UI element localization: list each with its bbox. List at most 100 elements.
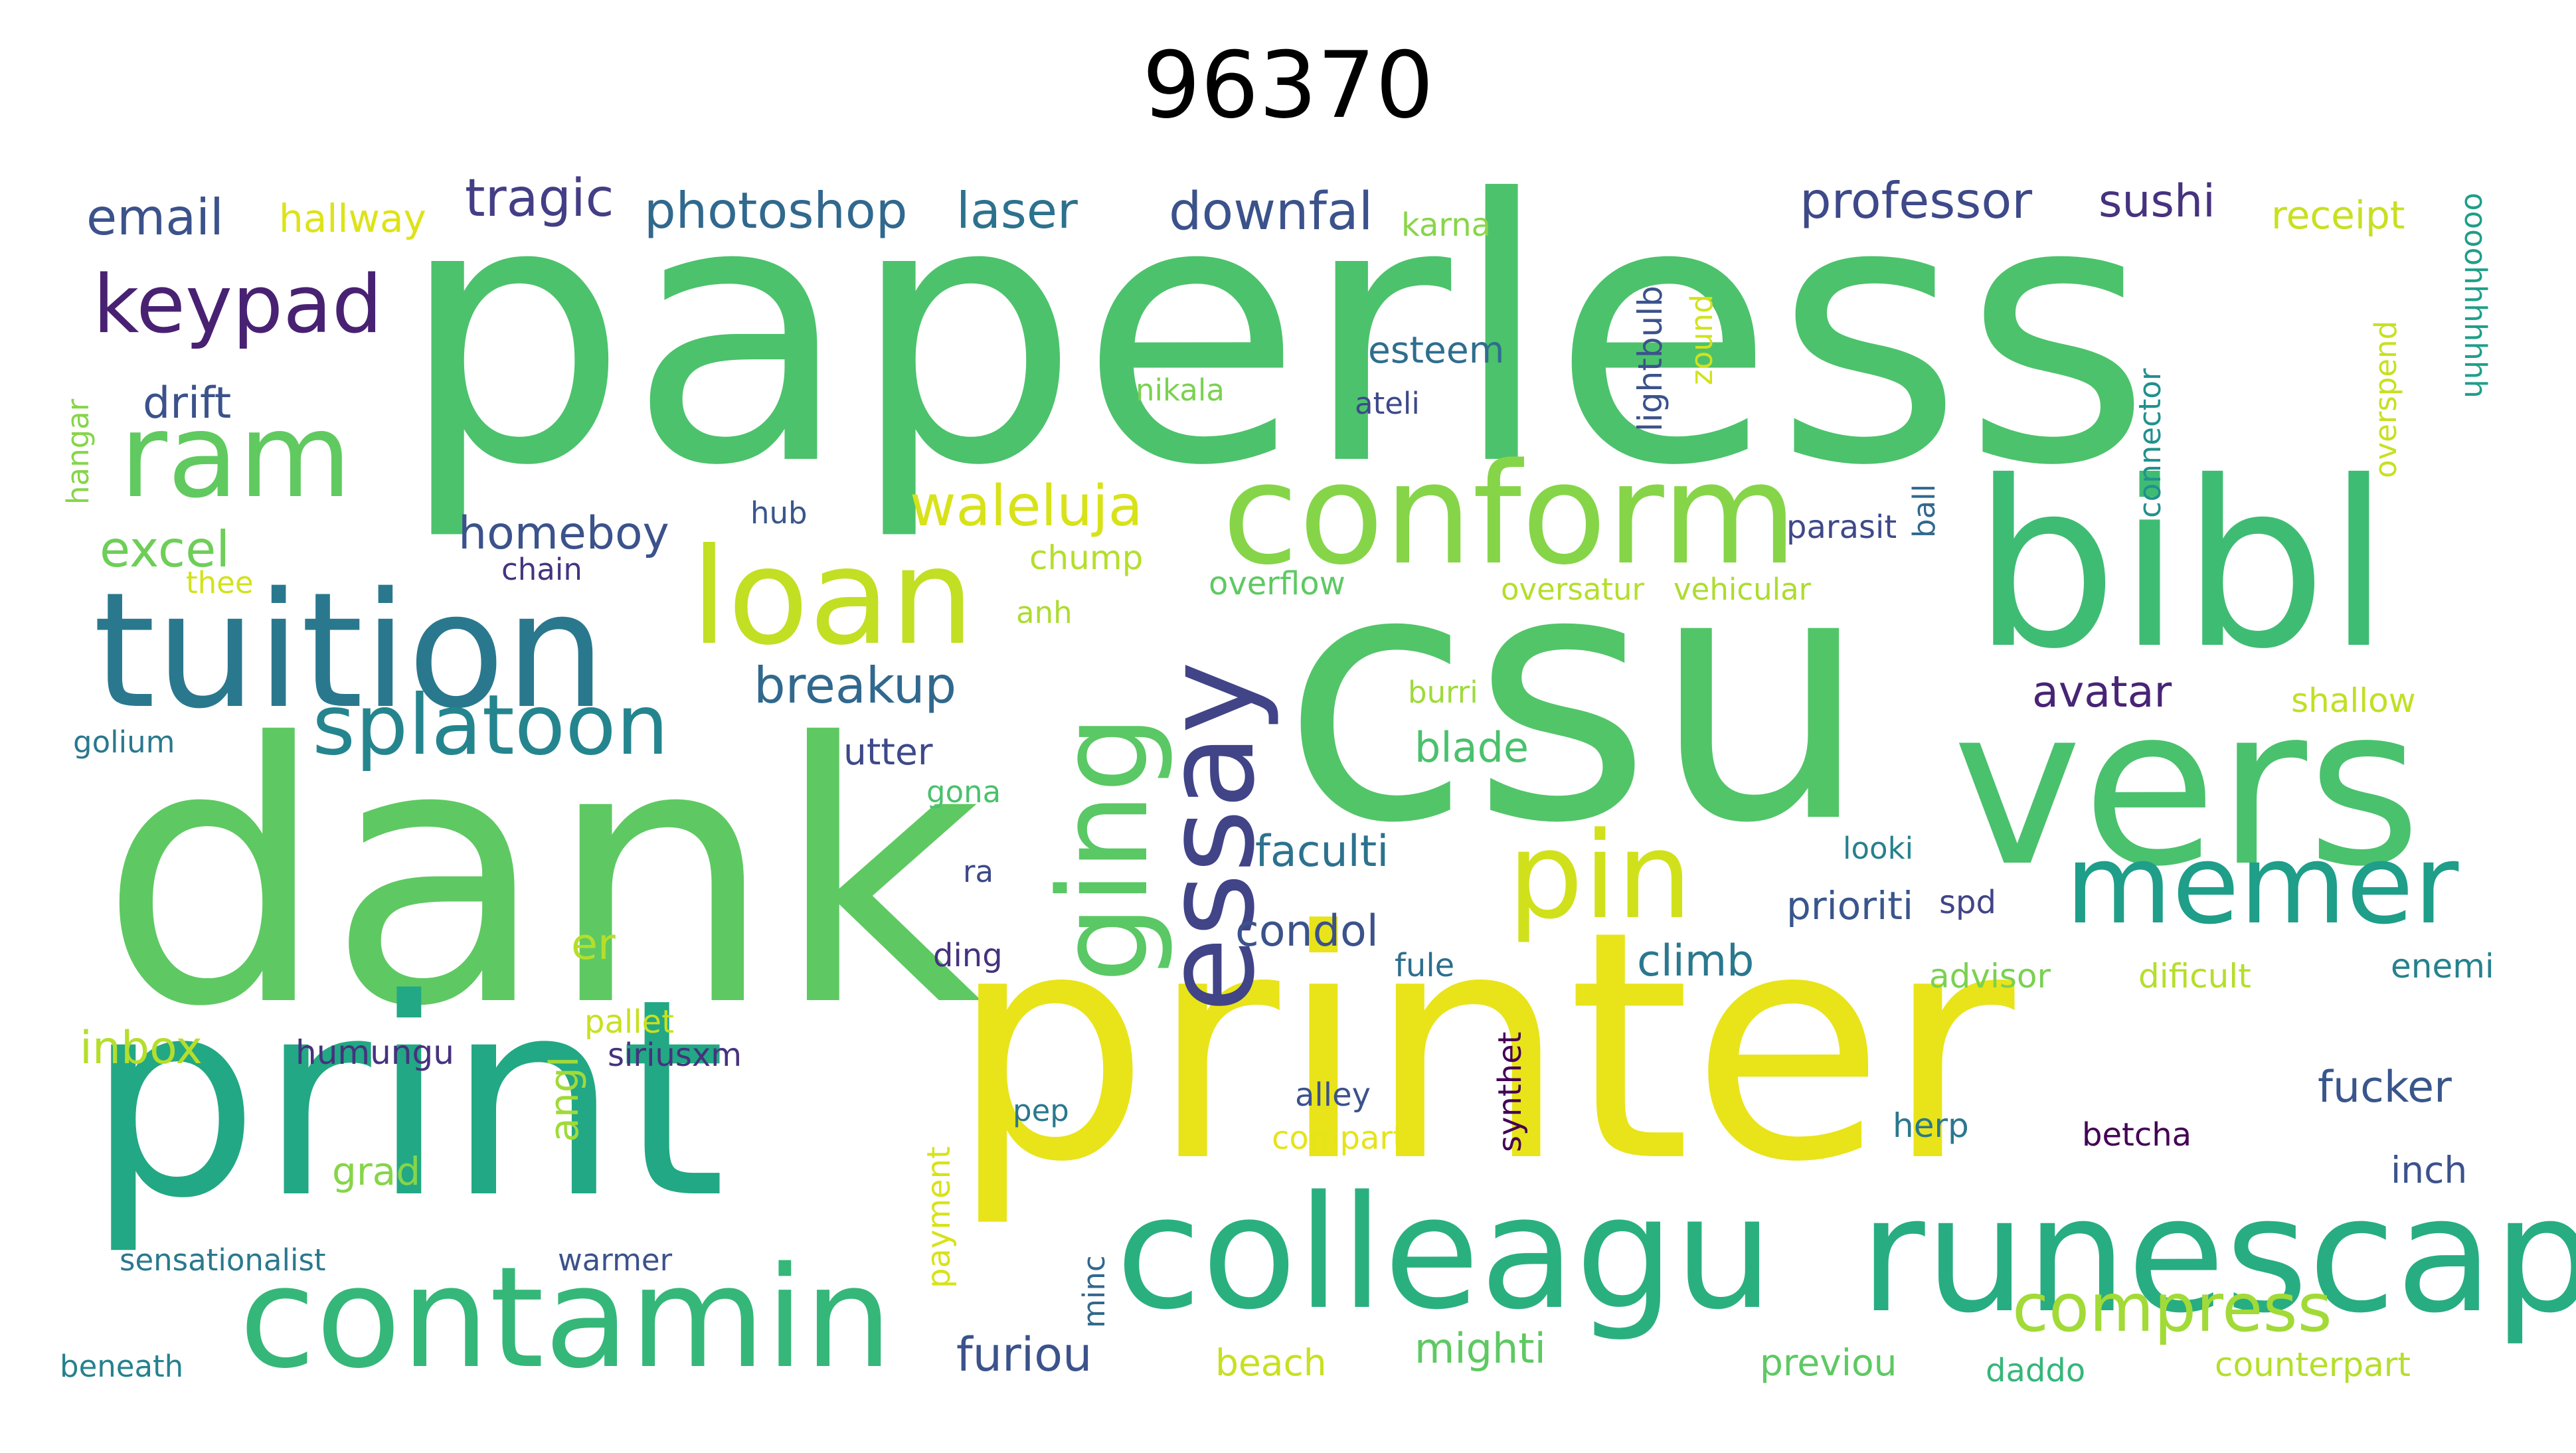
word-print: print xyxy=(86,940,727,1258)
word-betcha: betcha xyxy=(2082,1116,2192,1154)
word-hangar: hangar xyxy=(60,398,96,505)
word-ateli: ateli xyxy=(1355,386,1420,421)
word-laser: laser xyxy=(956,181,1078,240)
word-fucker: fucker xyxy=(2318,1063,2452,1112)
word-mighti: mighti xyxy=(1415,1324,1546,1373)
word-zound: zound xyxy=(1684,294,1719,385)
word-prioriti: prioriti xyxy=(1786,883,1914,928)
word-previou: previou xyxy=(1760,1341,1897,1384)
word-anh: anh xyxy=(1016,595,1073,630)
word-beach: beach xyxy=(1215,1341,1327,1384)
word-waleluja: waleluja xyxy=(910,473,1143,539)
word-ging: ging xyxy=(1032,715,1175,983)
word-homeboy: homeboy xyxy=(458,507,669,560)
word-compress: compress xyxy=(2012,1269,2332,1347)
word-inch: inch xyxy=(2391,1149,2468,1191)
word-compart: compart xyxy=(1272,1120,1405,1157)
word-pep: pep xyxy=(1013,1093,1069,1128)
word-alley: alley xyxy=(1295,1076,1371,1114)
word-csu: csu xyxy=(1282,496,1871,898)
word-utter: utter xyxy=(843,730,933,773)
word-inbox: inbox xyxy=(80,1022,203,1074)
word-advisor: advisor xyxy=(1929,957,2051,995)
word-paperless: paperless xyxy=(398,123,2152,545)
word-sushi: sushi xyxy=(2099,175,2215,228)
word-grad: grad xyxy=(332,1149,421,1194)
word-excel: excel xyxy=(100,520,230,578)
word-runescap: runescap xyxy=(1859,1162,2576,1348)
word-blade: blade xyxy=(1415,723,1529,772)
word-colleagu: colleagu xyxy=(1116,1163,1774,1344)
word-dank: dank xyxy=(100,668,982,1085)
word-payment: payment xyxy=(920,1146,958,1288)
word-synthet: synthet xyxy=(1492,1031,1529,1152)
word-connector: connector xyxy=(2132,368,2168,518)
word-overspend: overspend xyxy=(2368,320,2403,478)
word-herp: herp xyxy=(1893,1106,1969,1145)
word-humungu: humungu xyxy=(296,1033,454,1072)
word-splatoon: splatoon xyxy=(312,677,669,774)
word-chain: chain xyxy=(501,552,582,587)
word-looki: looki xyxy=(1843,831,1914,866)
word-pin: pin xyxy=(1507,807,1693,946)
word-fule: fule xyxy=(1395,947,1455,984)
word-pallet: pallet xyxy=(584,1003,674,1041)
word-warmer: warmer xyxy=(558,1242,673,1278)
word-minc: minc xyxy=(1076,1255,1112,1328)
word-karna: karna xyxy=(1401,207,1492,244)
word-breakup: breakup xyxy=(754,656,957,715)
word-overflow: overflow xyxy=(1209,565,1345,602)
word-faculti: faculti xyxy=(1255,827,1389,877)
word-conform: conform xyxy=(1222,433,1798,596)
word-enemi: enemi xyxy=(2391,947,2494,985)
word-beneath: beneath xyxy=(60,1349,184,1384)
word-angl: angl xyxy=(541,1056,588,1142)
word-burri: burri xyxy=(1408,675,1478,710)
word-tuition: tuition xyxy=(93,558,606,744)
word-golium: golium xyxy=(73,725,175,760)
word-bibl: bibl xyxy=(1972,433,2391,699)
word-counterpart: counterpart xyxy=(2215,1345,2411,1384)
word-dificult: dificult xyxy=(2138,957,2251,995)
word-condol: condol xyxy=(1235,906,1379,956)
word-downfal: downfal xyxy=(1169,182,1373,242)
word-memer: memer xyxy=(2065,821,2459,948)
word-lightbulb: lightbulb xyxy=(1631,286,1670,432)
word-tragic: tragic xyxy=(465,169,614,228)
word-ram: ram xyxy=(120,389,352,524)
word-spd: spd xyxy=(1939,884,1996,921)
word-ding: ding xyxy=(933,937,1003,974)
word-receipt: receipt xyxy=(2271,193,2405,238)
word-loan: loan xyxy=(691,520,975,675)
word-climb: climb xyxy=(1637,936,1755,986)
word-ra: ra xyxy=(963,854,994,889)
word-daddo: daddo xyxy=(1986,1352,2086,1389)
word-hub: hub xyxy=(750,495,808,531)
word-contamin: contamin xyxy=(239,1237,893,1399)
word-printer: printer xyxy=(950,864,2015,1231)
word-sensationalist: sensationalist xyxy=(120,1242,326,1278)
word-professor: professor xyxy=(1800,171,2033,230)
word-esteem: esteem xyxy=(1368,329,1505,371)
word-nikala: nikala xyxy=(1136,373,1225,408)
word-photoshop: photoshop xyxy=(644,181,908,240)
word-email: email xyxy=(86,188,224,246)
word-drift: drift xyxy=(143,379,232,428)
word-keypad: keypad xyxy=(93,259,383,351)
word-avatar: avatar xyxy=(2032,667,2172,717)
word-er: er xyxy=(571,920,616,970)
word-chump: chump xyxy=(1029,539,1144,577)
word-siriusxm: siriusxm xyxy=(608,1037,742,1074)
word-thee: thee xyxy=(186,565,254,600)
word-vehicular: vehicular xyxy=(1674,572,1812,607)
word-vers: vers xyxy=(1952,659,2421,914)
word-hallway: hallway xyxy=(279,196,426,241)
word-oversatur: oversatur xyxy=(1501,572,1645,607)
chart-title: 96370 xyxy=(1142,32,1434,139)
word-ball: ball xyxy=(1907,483,1942,538)
word-shallow: shallow xyxy=(2291,681,2416,720)
word-furiou: furiou xyxy=(956,1327,1092,1382)
word-gona: gona xyxy=(926,774,1001,810)
word-oooohhhhhhh: oooohhhhhhh xyxy=(2458,193,2493,398)
